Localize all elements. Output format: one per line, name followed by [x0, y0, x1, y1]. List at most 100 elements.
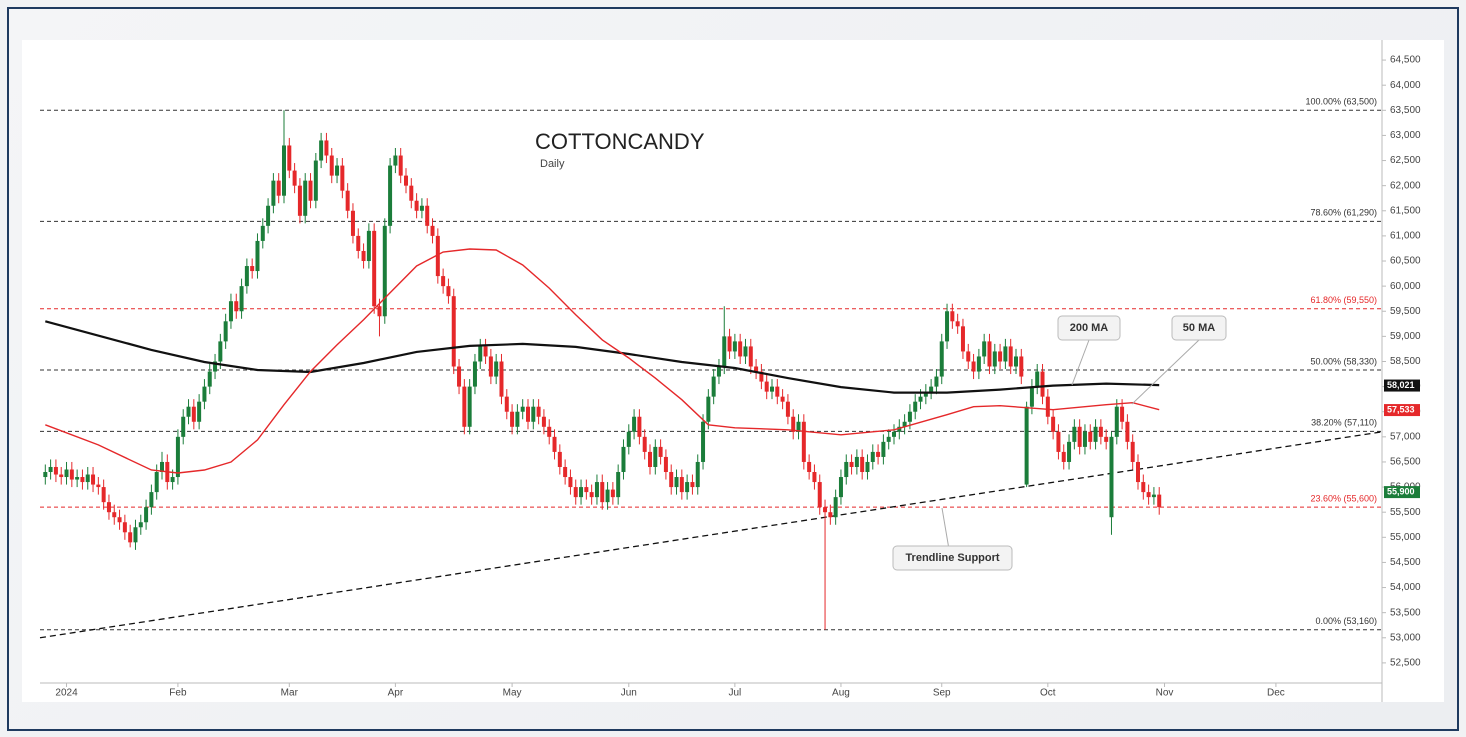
candle-body [59, 474, 64, 478]
candle-body [499, 361, 504, 397]
candle-body [441, 276, 446, 287]
candle-body [1024, 406, 1029, 485]
candle-body [144, 507, 149, 523]
fib-label: 61.80% (59,550) [1310, 295, 1377, 305]
candle-body [218, 341, 223, 362]
candle-body [335, 165, 340, 176]
candle-body [674, 477, 679, 488]
candle-body [276, 180, 281, 196]
candle-body [594, 482, 599, 498]
candle-body [589, 492, 594, 498]
candle-body [462, 386, 467, 427]
price-tag-label: 55,900 [1387, 486, 1415, 496]
candle-body [966, 351, 971, 362]
y-tick-label: 55,500 [1390, 507, 1421, 518]
y-tick-label: 61,000 [1390, 231, 1421, 242]
candle-body [738, 341, 743, 357]
candle-body [669, 472, 674, 488]
x-tick-label: Sep [933, 688, 951, 699]
y-tick-label: 62,000 [1390, 180, 1421, 191]
candle-body [80, 477, 85, 483]
candle-body [770, 386, 774, 392]
candle-body [764, 381, 769, 392]
candle-body [520, 406, 525, 412]
candle-body [297, 185, 302, 216]
y-tick-label: 59,500 [1390, 306, 1421, 317]
candle-body [515, 411, 520, 427]
candle-body [64, 469, 69, 478]
candle-body [526, 406, 530, 422]
fib-label: 100.00% (63,500) [1305, 97, 1377, 107]
candle-body [1120, 406, 1125, 422]
candle-body [881, 441, 886, 457]
candle-body [934, 376, 939, 387]
candle-body [457, 366, 462, 387]
candle-body [223, 321, 228, 342]
candle-body [642, 436, 647, 452]
candle-body [1019, 356, 1024, 377]
y-tick-label: 56,500 [1390, 457, 1421, 468]
callout-label: Trendline Support [905, 552, 999, 564]
candle-body [213, 361, 218, 372]
candle-body [923, 391, 928, 397]
candle-body [1114, 406, 1119, 437]
candle-body [828, 512, 833, 518]
candle-body [732, 341, 737, 352]
candle-body [488, 356, 493, 377]
candle-body [695, 461, 700, 488]
candle-body [361, 250, 366, 262]
candle-body [632, 416, 637, 432]
candle-body [998, 351, 1003, 362]
callout-label: 200 MA [1070, 322, 1109, 334]
candle-body [833, 497, 838, 518]
y-tick-label: 61,500 [1390, 205, 1421, 216]
candle-body [483, 346, 488, 357]
y-tick-label: 63,000 [1390, 130, 1421, 141]
candle-body [175, 436, 180, 478]
candle-body [1056, 431, 1061, 452]
candle-body [366, 230, 371, 262]
candle-body [388, 165, 393, 226]
candle-body [345, 190, 350, 211]
candle-body [584, 487, 589, 493]
candle-body [557, 451, 562, 467]
candle-body [53, 466, 58, 475]
candle-body [282, 145, 286, 196]
candle-body [324, 140, 329, 156]
fib-label: 23.60% (55,600) [1310, 494, 1377, 504]
candle-body [754, 366, 759, 372]
x-tick-label: Apr [388, 688, 404, 699]
callout-box [1171, 315, 1227, 341]
panel [22, 40, 1444, 702]
candle-body [202, 386, 207, 402]
candle-body [478, 346, 483, 362]
candle-body [748, 346, 753, 367]
candle-body [775, 386, 780, 397]
callout-pointer [1071, 339, 1090, 386]
candle-body [313, 160, 318, 201]
price-tag [1384, 486, 1420, 499]
candle-body [785, 401, 790, 417]
candle-body [239, 286, 244, 312]
y-tick-label: 54,000 [1390, 582, 1421, 593]
candle-body [228, 301, 233, 322]
fib-label: 50.00% (58,330) [1310, 356, 1377, 366]
candle-body [1136, 461, 1140, 483]
candle-body [1035, 371, 1040, 387]
candle-body [579, 487, 584, 498]
candle-body [117, 517, 122, 523]
candle-body [467, 386, 472, 427]
candle-body [711, 376, 716, 397]
candle-body [435, 235, 440, 277]
candle-body [133, 527, 138, 543]
candle-body [1125, 421, 1130, 442]
y-tick-label: 53,500 [1390, 607, 1421, 618]
x-tick-label: Mar [281, 688, 299, 699]
price-tag [1384, 379, 1420, 392]
candle-body [1029, 386, 1034, 407]
candle-body [807, 461, 812, 473]
x-tick-label: May [503, 688, 522, 699]
candle-body [1098, 426, 1103, 437]
candle-body [1088, 431, 1093, 442]
